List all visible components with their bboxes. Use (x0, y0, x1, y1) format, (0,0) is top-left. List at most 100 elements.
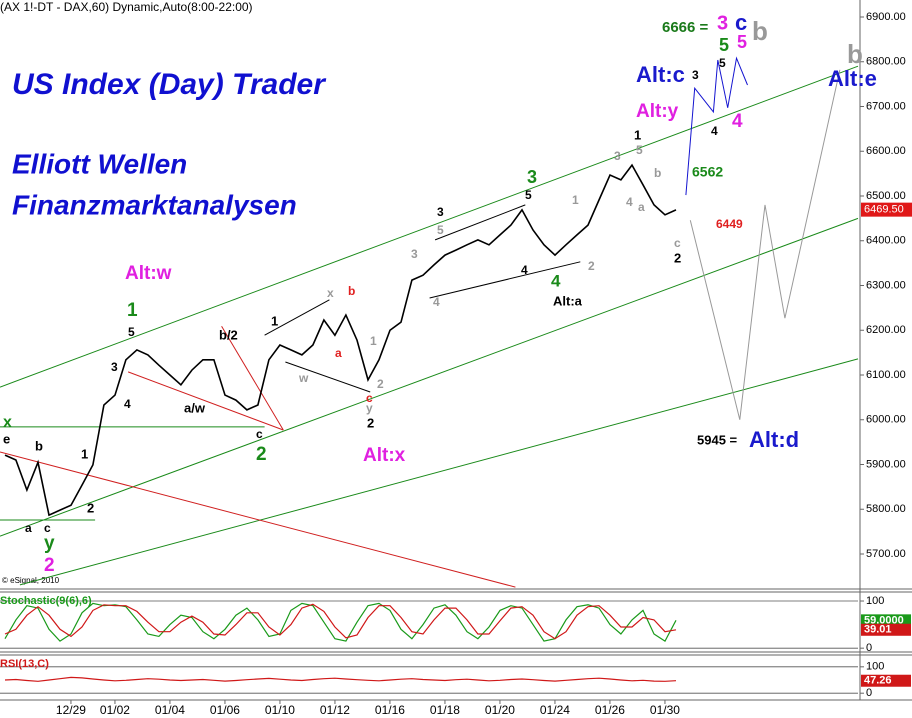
wave-label: 6666 = (662, 19, 709, 36)
y-tick-label: 6900.00 (866, 11, 906, 23)
wave-label: 1 (634, 127, 641, 142)
x-tick-label: 01/12 (320, 703, 350, 717)
wave-label: 3 (111, 360, 118, 374)
x-tick-label: 01/24 (540, 703, 570, 717)
brand-title: Elliott Wellen (12, 148, 187, 179)
wave-label: a (638, 200, 645, 214)
wave-label: 3 (614, 149, 621, 163)
last-value-box (861, 674, 911, 687)
panel-title: RSI(13,C) (0, 658, 49, 670)
wave-label: 1 (127, 300, 138, 321)
wave-label: 5 (525, 188, 532, 202)
wave-label: Alt:e (828, 66, 877, 91)
wave-label: 1 (81, 446, 88, 461)
wave-label: Alt:a (553, 293, 583, 308)
x-tick-label: 01/16 (375, 703, 405, 717)
y-tick-label: 6500.00 (866, 190, 906, 202)
y-tick-label: 5800.00 (866, 503, 906, 515)
y-tick-label: 0 (866, 687, 872, 699)
y-tick-label: 6600.00 (866, 145, 906, 157)
wave-label: w (298, 371, 309, 385)
x-tick-label: 01/02 (100, 703, 130, 717)
series-line (4, 676, 677, 682)
wave-label: 5 (636, 143, 643, 157)
wave-label: 1 (370, 334, 377, 348)
wave-label: b (847, 39, 863, 69)
series-line (127, 371, 284, 431)
wave-label: 4 (551, 271, 561, 290)
brand-title: US Index (Day) Trader (12, 68, 327, 101)
wave-label: 4 (521, 263, 528, 277)
wave-label: 3 (437, 205, 444, 219)
wave-label: a/w (184, 400, 206, 415)
wave-label: c (256, 427, 263, 441)
x-tick-label: 01/06 (210, 703, 240, 717)
wave-label: 3 (717, 12, 728, 34)
y-tick-label: 6000.00 (866, 414, 906, 426)
series-line (429, 261, 581, 299)
wave-label: a (335, 346, 342, 360)
y-tick-label: 100 (866, 595, 884, 607)
wave-label: 2 (87, 500, 94, 515)
wave-label: 2 (256, 444, 267, 465)
x-tick-label: 01/20 (485, 703, 515, 717)
header: (AX 1!-DT - DAX,60) Dynamic,Auto(8:00-22… (0, 0, 253, 14)
y-tick-label: 5700.00 (866, 548, 906, 560)
wave-label: 5 (128, 325, 135, 339)
series-line (0, 451, 516, 588)
wave-label: 2 (588, 259, 595, 273)
last-value-box (861, 623, 911, 636)
x-tick-label: 01/10 (265, 703, 295, 717)
y-tick-label: 100 (866, 661, 884, 673)
series-line (19, 358, 859, 586)
wave-label: Alt:x (363, 445, 406, 466)
y-tick-label: 6300.00 (866, 279, 906, 291)
wave-label: Alt:d (749, 427, 799, 452)
last-value-label: 39.01 (864, 624, 892, 636)
wave-label: 3 (692, 68, 699, 82)
series-line (4, 163, 677, 517)
wave-label: 5 (737, 32, 747, 52)
x-tick-label: 01/26 (595, 703, 625, 717)
wave-label: 5 (437, 223, 444, 237)
x-tick-label: 01/30 (650, 703, 680, 717)
last-value-label: 59.0000 (864, 614, 904, 626)
series-line (4, 603, 677, 640)
last-value-label: 47.26 (864, 675, 892, 687)
y-tick-label: 6200.00 (866, 324, 906, 336)
x-tick-label: 01/04 (155, 703, 185, 717)
wave-label: a (25, 521, 32, 535)
x-tick-label: 12/29 (56, 703, 86, 717)
wave-label: x (327, 286, 334, 300)
series-line (0, 217, 859, 537)
x-tick-label: 01/18 (430, 703, 460, 717)
frame (0, 0, 912, 701)
wave-label: b (654, 166, 661, 180)
wave-label: 6562 (692, 164, 723, 180)
wave-label: x (3, 414, 12, 431)
wave-label: c (735, 10, 747, 35)
wave-label: y (44, 533, 55, 554)
wave-label: b/2 (219, 327, 238, 342)
wave-label: 2 (377, 377, 384, 391)
last-value-box (861, 202, 912, 217)
wave-label: b (348, 284, 355, 298)
y-tick-label: 6800.00 (866, 56, 906, 68)
copyright: © eSignal, 2010 (2, 576, 60, 585)
wave-label: 6449 (716, 217, 743, 231)
wave-label: Alt:y (636, 101, 679, 122)
series-line (285, 361, 371, 393)
wave-label: y (366, 401, 373, 415)
wave-label: 4 (732, 111, 743, 132)
wave-label: 1 (271, 313, 278, 328)
wave-label: e (3, 431, 10, 446)
last-value-box (861, 614, 911, 627)
wave-label: 4 (626, 195, 633, 209)
wave-label: 4 (711, 124, 718, 138)
series-line (434, 204, 526, 241)
wave-label: Alt:w (125, 263, 172, 284)
wave-label: b (35, 438, 43, 453)
series-line (685, 56, 748, 196)
wave-label: 3 (527, 167, 537, 187)
